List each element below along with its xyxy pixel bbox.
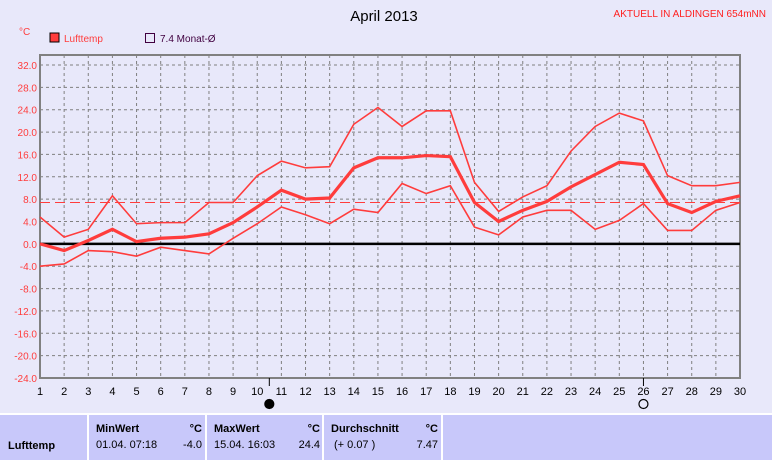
full-moon-icon bbox=[639, 400, 648, 409]
x-tick-label: 16 bbox=[396, 386, 408, 398]
x-tick-label: 15 bbox=[372, 386, 384, 398]
chart-subtitle: AKTUELL IN ALDINGEN 654mNN bbox=[614, 9, 766, 20]
x-tick-label: 25 bbox=[613, 386, 625, 398]
min-cell: MinWert °C 01.04. 07:18 -4.0 bbox=[87, 415, 205, 460]
x-tick-label: 24 bbox=[589, 386, 601, 398]
x-tick-label: 22 bbox=[541, 386, 553, 398]
x-tick-label: 14 bbox=[348, 386, 360, 398]
x-tick-label: 26 bbox=[637, 386, 649, 398]
avg-note: (+ 0.07 ) bbox=[334, 439, 375, 451]
x-tick-label: 28 bbox=[686, 386, 698, 398]
x-tick-label: 23 bbox=[565, 386, 577, 398]
y-tick-label: 0.0 bbox=[23, 240, 37, 251]
min-date: 01.04. 07:18 bbox=[96, 439, 157, 451]
x-tick-label: 29 bbox=[710, 386, 722, 398]
x-tick-label: 17 bbox=[420, 386, 432, 398]
x-tick-label: 11 bbox=[276, 386, 287, 398]
x-tick-label: 4 bbox=[109, 386, 115, 398]
x-tick-label: 6 bbox=[158, 386, 164, 398]
row-label: Lufttemp bbox=[8, 440, 55, 452]
y-tick-label: -20.0 bbox=[14, 352, 37, 363]
legend-label-lufttemp: Lufttemp bbox=[64, 34, 103, 45]
max-temp-line bbox=[40, 107, 740, 237]
x-tick-label: 2 bbox=[61, 386, 67, 398]
x-tick-label: 9 bbox=[230, 386, 236, 398]
x-tick-label: 20 bbox=[492, 386, 504, 398]
x-tick-label: 3 bbox=[85, 386, 91, 398]
max-value: 24.4 bbox=[299, 439, 320, 451]
x-tick-label: 27 bbox=[661, 386, 673, 398]
max-cell: MaxWert °C 15.04. 16:03 24.4 bbox=[205, 415, 323, 460]
max-unit: °C bbox=[308, 423, 320, 435]
x-tick-label: 30 bbox=[734, 386, 746, 398]
stats-table: Lufttemp MinWert °C 01.04. 07:18 -4.0 Ma… bbox=[0, 413, 772, 460]
x-tick-label: 19 bbox=[468, 386, 480, 398]
new-moon-icon bbox=[265, 400, 274, 409]
avg-unit: °C bbox=[426, 423, 438, 435]
y-tick-label: 28.0 bbox=[18, 83, 38, 94]
x-tick-label: 5 bbox=[133, 386, 139, 398]
legend-label-mean: 7.4 Monat-Ø bbox=[160, 34, 216, 45]
y-tick-label: 16.0 bbox=[18, 150, 38, 161]
y-tick-label: -16.0 bbox=[14, 329, 37, 340]
min-unit: °C bbox=[190, 423, 202, 435]
y-axis-unit: °C bbox=[19, 27, 30, 38]
min-temp-line bbox=[40, 183, 740, 266]
y-tick-label: 4.0 bbox=[23, 218, 37, 229]
x-tick-label: 7 bbox=[182, 386, 188, 398]
plot-frame bbox=[40, 55, 740, 378]
x-tick-label: 21 bbox=[517, 386, 529, 398]
y-tick-label: 12.0 bbox=[18, 173, 38, 184]
mean-temp-line bbox=[40, 156, 740, 251]
temperature-chart: April 2013 AKTUELL IN ALDINGEN 654mNN °C… bbox=[0, 0, 772, 413]
chart-title: April 2013 bbox=[350, 8, 418, 25]
max-header: MaxWert bbox=[214, 423, 260, 435]
y-tick-label: -4.0 bbox=[20, 262, 38, 273]
avg-header: Durchschnitt bbox=[331, 423, 399, 435]
legend-swatch-lufttemp bbox=[50, 33, 59, 42]
y-tick-label: -8.0 bbox=[20, 285, 38, 296]
min-header: MinWert bbox=[96, 423, 139, 435]
empty-cell bbox=[441, 415, 772, 460]
x-tick-label: 13 bbox=[324, 386, 336, 398]
y-tick-label: -12.0 bbox=[14, 307, 37, 318]
y-tick-label: 20.0 bbox=[18, 128, 38, 139]
x-tick-label: 18 bbox=[444, 386, 456, 398]
legend-swatch-mean bbox=[146, 34, 155, 43]
y-tick-label: 8.0 bbox=[23, 195, 37, 206]
x-tick-label: 8 bbox=[206, 386, 212, 398]
x-tick-label: 12 bbox=[299, 386, 311, 398]
avg-value: 7.47 bbox=[417, 439, 438, 451]
y-tick-label: 32.0 bbox=[18, 61, 38, 72]
y-tick-label: -24.0 bbox=[14, 374, 37, 385]
max-date: 15.04. 16:03 bbox=[214, 439, 275, 451]
x-tick-label: 10 bbox=[251, 386, 263, 398]
y-tick-label: 24.0 bbox=[18, 106, 38, 117]
x-tick-label: 1 bbox=[37, 386, 43, 398]
avg-cell: Durchschnitt °C (+ 0.07 ) 7.47 bbox=[322, 415, 441, 460]
min-value: -4.0 bbox=[183, 439, 202, 451]
